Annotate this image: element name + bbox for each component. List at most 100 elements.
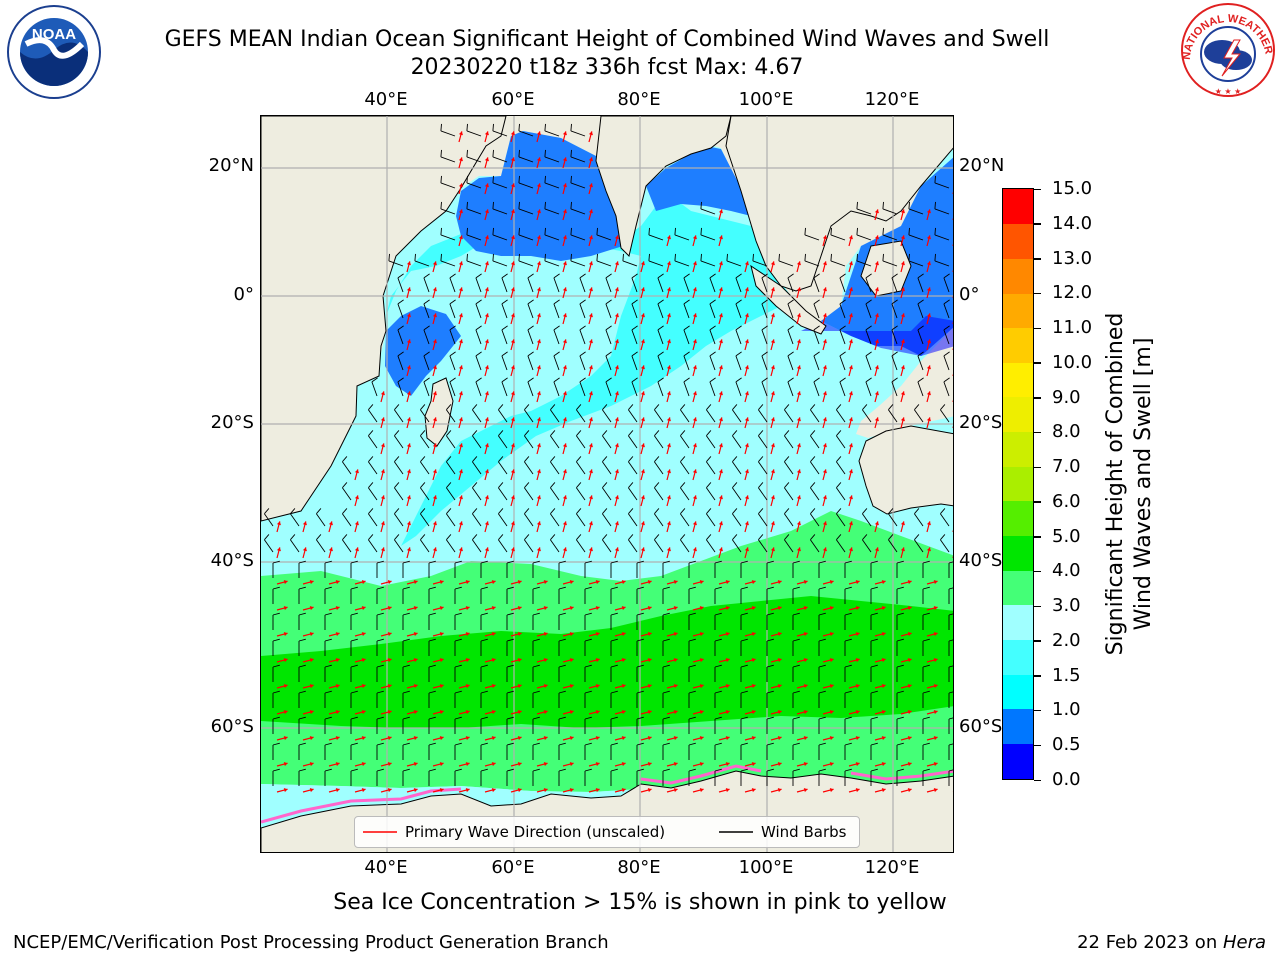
wave-arrow-head [718, 469, 723, 474]
wave-arrow-head [874, 547, 879, 552]
wind-barb [943, 329, 950, 345]
wind-barb-flag [714, 586, 722, 590]
wave-arrow-head [796, 443, 801, 448]
wind-barb-flag [818, 612, 826, 616]
wind-barb-flag [740, 768, 748, 772]
wave-arrow-head [439, 658, 444, 663]
colorbar-tick-mark [1034, 675, 1041, 677]
wave-arrow-head [536, 261, 541, 266]
wind-barb [449, 355, 456, 371]
wave-arrow-head [647, 684, 652, 689]
wave-arrow [952, 295, 953, 298]
wind-barb [570, 156, 586, 163]
colorbar-tick-mark [1034, 744, 1041, 747]
wave-arrow [952, 425, 953, 428]
wave-arrow-head [777, 710, 782, 715]
wind-barb [602, 461, 612, 475]
wind-barb-flag [636, 690, 644, 694]
wave-arrow-head [361, 658, 366, 663]
wave-arrow-head [933, 658, 938, 663]
lat-label-right: 60°S [959, 716, 1003, 737]
wind-barb [420, 461, 430, 475]
wind-barb [472, 487, 482, 501]
wind-barb [423, 355, 430, 371]
wind-barb-flag [368, 404, 374, 410]
wind-barb-flag [466, 201, 468, 209]
wind-barb [518, 130, 534, 137]
wind-barb [446, 461, 456, 475]
wave-arrow-head [595, 736, 600, 741]
wave-arrow-head [536, 313, 541, 318]
wave-arrow-head [432, 339, 437, 344]
wind-barb [813, 355, 820, 371]
wind-barb-flag [813, 299, 820, 305]
wind-barb [761, 303, 768, 319]
wind-barb [498, 435, 508, 449]
wave-arrow-head [432, 365, 437, 370]
colorbar-segment [1003, 604, 1033, 640]
wind-barb-flag [818, 560, 826, 564]
colorbar-tick-mark [1034, 709, 1041, 712]
wind-barb-flag [376, 638, 384, 642]
wind-barb-flag [428, 586, 436, 590]
wind-barb [891, 381, 898, 397]
wave-arrow-head [536, 131, 541, 136]
wind-barb [648, 234, 664, 241]
wave-arrow-head [465, 658, 470, 663]
wind-barb [368, 409, 378, 423]
wind-barb-flag [454, 664, 462, 668]
wave-arrow-head [848, 339, 853, 344]
wave-arrow-head [439, 684, 444, 689]
wind-barb-flag [706, 534, 712, 540]
wind-barb [446, 539, 456, 553]
wave-arrow-head [406, 495, 411, 500]
wind-barb-flag [423, 351, 430, 357]
wave-arrow-head [432, 417, 437, 422]
wind-barb [648, 260, 664, 267]
wind-barb-flag [706, 456, 712, 462]
wave-arrow-head [406, 521, 411, 526]
wind-barb-flag [324, 560, 332, 564]
wave-arrow-head [900, 235, 905, 240]
wave-arrow-head [361, 762, 366, 767]
wind-barb [550, 513, 560, 527]
wind-barb-flag [740, 560, 748, 564]
wind-barb [466, 156, 482, 163]
wave-arrow-head [796, 469, 801, 474]
wave-arrow-head [413, 788, 418, 793]
wind-barb-flag [420, 456, 426, 462]
wave-arrow-head [406, 313, 411, 318]
wind-barb [917, 381, 924, 397]
wind-barb [836, 539, 846, 553]
wind-barb [492, 208, 508, 215]
wave-arrow-head [952, 368, 953, 369]
wave-arrow-head [640, 365, 645, 370]
wave-arrow-head [406, 287, 411, 292]
wind-barb-flag [420, 482, 426, 488]
wave-arrow-head [699, 684, 704, 689]
wave-arrow [952, 635, 953, 636]
wave-arrow-head [926, 547, 931, 552]
wind-barb [475, 329, 482, 345]
wind-barb-flag [402, 742, 410, 746]
wind-barb-flag [492, 123, 494, 131]
wave-arrow-head [536, 339, 541, 344]
wind-barb [498, 409, 508, 423]
wind-barb [472, 409, 482, 423]
wind-barb [602, 435, 612, 449]
wind-barb [628, 513, 638, 527]
wind-barb [683, 355, 690, 371]
wind-barb-flag [264, 508, 270, 514]
wave-arrow-head [439, 788, 444, 793]
colorbar-segment [1003, 570, 1033, 606]
wind-barb-flag [368, 456, 374, 462]
wave-arrow-head [562, 261, 567, 266]
wave-arrow-head [510, 443, 515, 448]
wave-arrow-head [621, 632, 626, 637]
wind-barb-flag [888, 508, 894, 514]
wind-barb-flag [683, 377, 690, 383]
wind-barb-flag [813, 351, 820, 357]
wind-barb-flag [810, 404, 816, 410]
wind-barb [420, 435, 430, 449]
wind-barb-flag [839, 351, 846, 357]
